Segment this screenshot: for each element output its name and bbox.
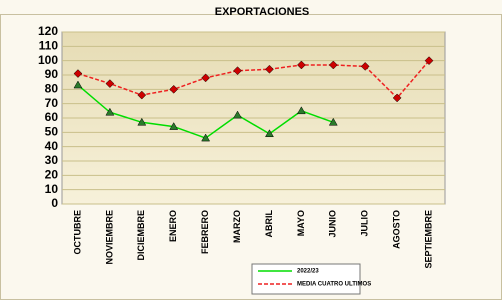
y-tick-label: 10 bbox=[45, 182, 59, 196]
chart-title: EXPORTACIONES bbox=[215, 6, 310, 18]
x-tick-label: ABRIL bbox=[264, 210, 274, 238]
y-tick-label: 20 bbox=[45, 168, 59, 182]
chart: EXPORTACIONES 01020304050607080901001101… bbox=[0, 0, 502, 300]
x-tick-label: SEPTIEMBRE bbox=[423, 210, 433, 269]
y-tick-label: 30 bbox=[45, 153, 59, 167]
y-tick-label: 100 bbox=[38, 53, 58, 67]
y-tick-label: 90 bbox=[45, 67, 59, 81]
x-tick-label: JUNIO bbox=[328, 210, 338, 238]
y-tick-label: 80 bbox=[45, 82, 59, 96]
x-tick-label: JULIO bbox=[360, 210, 370, 237]
x-tick-label: DICIEMBRE bbox=[136, 210, 146, 261]
y-tick-label: 0 bbox=[51, 196, 58, 210]
x-tick-label: MAYO bbox=[296, 210, 306, 236]
y-tick-label: 120 bbox=[38, 24, 58, 38]
legend-label: 2022/23 bbox=[297, 269, 319, 275]
x-tick-label: NOVIEMBRE bbox=[104, 210, 114, 265]
y-tick-label: 110 bbox=[39, 39, 59, 53]
x-tick-label: FEBRERO bbox=[200, 210, 210, 254]
x-tick-label: ENERO bbox=[168, 210, 178, 242]
y-tick-label: 70 bbox=[45, 96, 59, 110]
x-tick-label: MARZO bbox=[232, 210, 242, 243]
y-tick-label: 60 bbox=[45, 110, 59, 124]
x-tick-label: OCTUBRE bbox=[72, 210, 82, 255]
y-tick-label: 40 bbox=[45, 139, 59, 153]
y-tick-label: 50 bbox=[45, 125, 59, 139]
x-tick-label: AGOSTO bbox=[392, 210, 402, 249]
legend-label: MEDIA CUATRO ULTIMOS bbox=[297, 282, 371, 288]
